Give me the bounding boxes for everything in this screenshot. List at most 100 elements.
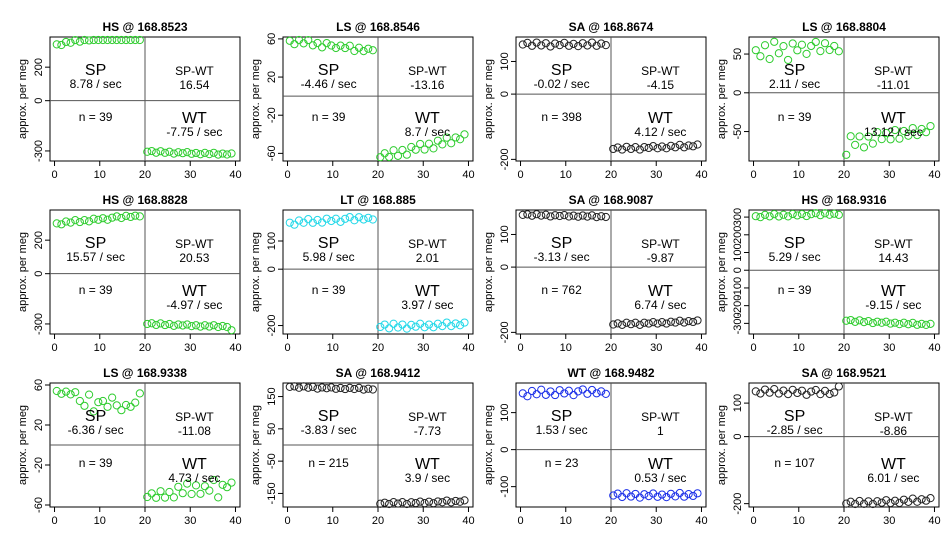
- data-point: [662, 144, 671, 153]
- data-point: [518, 210, 527, 219]
- data-point: [299, 382, 308, 391]
- spwt-label: SP-WT: [408, 64, 447, 78]
- data-point: [112, 212, 121, 221]
- data-point: [103, 215, 112, 224]
- x-tick-label: 30: [650, 169, 662, 181]
- y-tick-label: 0: [33, 271, 45, 277]
- data-point: [227, 326, 236, 335]
- data-point: [169, 493, 178, 502]
- data-point: [460, 318, 469, 327]
- data-point: [290, 40, 299, 49]
- panel-11: WT @ 168.9482 0 10 20 30 40 -100 0 100 approx. pe…: [483, 366, 708, 527]
- spwt-value: 16.54: [179, 78, 209, 92]
- data-point: [895, 320, 904, 329]
- x-tick-label: 30: [650, 515, 662, 527]
- wt-label: WT: [881, 283, 906, 300]
- data-point: [178, 489, 187, 498]
- x-tick-label: 30: [883, 342, 895, 354]
- x-tick-label: 40: [928, 515, 940, 527]
- data-point: [597, 39, 606, 48]
- sp-label: SP: [318, 235, 339, 252]
- spwt-label: SP-WT: [175, 237, 214, 251]
- data-point: [631, 143, 640, 152]
- data-point: [816, 47, 825, 56]
- sp-rate: 2.11 / sec: [769, 77, 820, 91]
- data-point: [756, 52, 765, 61]
- y-axis-label: approx. per meg: [483, 59, 495, 139]
- y-tick-label: -100: [732, 277, 744, 299]
- data-point: [191, 148, 201, 158]
- data-point: [117, 35, 126, 45]
- y-tick-label: 0: [732, 267, 744, 273]
- panel-title: LS @ 168.8546: [336, 20, 420, 34]
- data-point: [921, 128, 931, 137]
- data-point: [555, 211, 564, 221]
- data-point: [143, 319, 152, 329]
- data-point: [285, 218, 294, 227]
- data-point: [825, 210, 834, 219]
- data-point: [693, 316, 702, 325]
- data-point: [671, 318, 680, 327]
- data-point: [788, 39, 797, 48]
- n-label: n = 398: [541, 110, 582, 124]
- data-point: [380, 320, 389, 329]
- data-point: [442, 496, 451, 505]
- n-label: n = 39: [312, 283, 346, 297]
- data-point: [209, 475, 218, 485]
- data-point: [908, 318, 917, 327]
- panel-8: HS @ 168.9316 0 10 20 30 40 -300-200-100 0 10020…: [716, 193, 941, 354]
- data-point: [350, 384, 359, 394]
- data-point: [71, 388, 80, 397]
- data-point: [770, 37, 779, 46]
- y-tick-label: -20: [266, 107, 278, 123]
- data-point: [890, 318, 900, 327]
- panel-12: SA @ 168.9521 0 10 20 30 40 -200 0 100 approx. pe…: [716, 366, 941, 527]
- data-point: [165, 319, 174, 329]
- data-point: [187, 489, 196, 499]
- panel-title: HS @ 168.9316: [801, 193, 886, 207]
- data-point: [864, 497, 873, 506]
- data-point: [807, 387, 816, 396]
- data-point: [877, 318, 886, 327]
- data-point: [131, 211, 140, 220]
- data-point: [191, 321, 201, 330]
- spwt-value: -11.08: [178, 424, 211, 438]
- data-point: [830, 209, 839, 218]
- data-point: [574, 212, 583, 221]
- y-tick-label: 60: [33, 379, 45, 391]
- data-point: [89, 407, 98, 416]
- data-point: [308, 382, 317, 391]
- data-point: [131, 35, 140, 45]
- data-point: [560, 211, 569, 220]
- data-point: [424, 497, 434, 506]
- data-point: [877, 498, 886, 507]
- data-point: [550, 39, 560, 48]
- data-point: [523, 38, 532, 47]
- data-point: [455, 497, 465, 506]
- data-point: [774, 389, 783, 398]
- data-point: [618, 145, 627, 154]
- x-tick-label: 40: [695, 342, 707, 354]
- data-point: [855, 496, 864, 506]
- data-point: [66, 218, 75, 227]
- data-point: [165, 147, 174, 156]
- data-point: [666, 489, 675, 498]
- data-point: [913, 320, 922, 329]
- data-point: [359, 47, 368, 56]
- data-point: [304, 35, 313, 45]
- data-point: [52, 219, 61, 228]
- data-point: [882, 496, 891, 505]
- data-point: [855, 316, 864, 325]
- x-tick-label: 40: [695, 515, 707, 527]
- data-point: [368, 215, 377, 224]
- data-point: [793, 46, 802, 55]
- spwt-value: -11.01: [877, 78, 910, 92]
- data-point: [433, 497, 442, 506]
- x-tick-label: 20: [605, 515, 617, 527]
- data-point: [364, 384, 373, 393]
- data-point: [354, 213, 364, 222]
- sp-rate: -3.83 / sec: [301, 423, 357, 437]
- data-point: [424, 139, 434, 148]
- wt-rate: 8.7 / sec: [405, 125, 450, 139]
- data-point: [820, 39, 830, 48]
